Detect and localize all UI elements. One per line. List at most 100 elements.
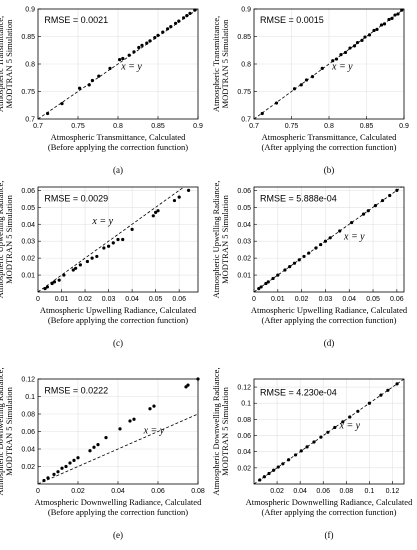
data-point <box>338 229 342 233</box>
data-point <box>260 111 264 116</box>
data-point <box>137 45 141 50</box>
rmse-label: RMSE = 0.0222 <box>44 386 108 396</box>
data-point <box>169 25 173 29</box>
data-point <box>148 407 152 411</box>
x-tick-label: 0.7 <box>249 123 259 130</box>
x-axis-label: Atmospheric Upwelling Radiance, Calculat… <box>40 305 197 315</box>
data-point <box>104 436 108 440</box>
data-point <box>341 420 345 424</box>
data-point <box>348 415 352 419</box>
x-tick-label: 0.06 <box>390 296 404 303</box>
data-point <box>352 44 357 48</box>
data-point <box>186 188 191 192</box>
data-point <box>366 209 370 213</box>
data-point <box>361 212 366 216</box>
reference-line-label: x = y <box>91 216 113 227</box>
data-point <box>379 23 384 27</box>
data-point <box>121 56 125 61</box>
x-tick-label: 0 <box>36 296 40 303</box>
data-point <box>111 241 115 245</box>
y-tick-label: 0.04 <box>21 222 35 229</box>
y-tick-label: 0.08 <box>21 412 35 419</box>
data-point <box>363 35 367 39</box>
y-tick-label: 0.12 <box>237 385 251 392</box>
data-point <box>161 30 165 34</box>
data-point <box>50 281 54 286</box>
data-point <box>307 251 311 255</box>
y-tick-label: 0.03 <box>237 239 251 246</box>
y-tick-label: 0.85 <box>21 34 35 41</box>
x-tick-label: 0 <box>252 296 256 303</box>
y-tick-label: 0.02 <box>237 465 251 472</box>
y-tick-label: 0.02 <box>21 464 35 471</box>
data-point <box>57 278 61 282</box>
data-point <box>42 478 46 483</box>
data-point <box>272 468 276 472</box>
x-tick-label: 0 <box>36 488 40 495</box>
y-tick-label: 0.8 <box>241 62 251 69</box>
x-tick-label: 0.03 <box>102 296 116 303</box>
y-axis-label: Atmospheric Transmittance, <box>211 16 221 112</box>
data-point <box>174 21 178 25</box>
x-tick-label: 0.08 <box>191 488 205 495</box>
data-point <box>45 285 50 289</box>
y-axis-label: Atmospheric Downwelling Radiance, <box>211 367 221 495</box>
data-point <box>288 264 292 269</box>
x-tick-label: 0.7 <box>33 123 43 130</box>
data-point <box>326 430 330 434</box>
x-tick-label: 0.04 <box>125 296 139 303</box>
data-point <box>348 46 352 50</box>
data-point <box>387 17 391 22</box>
data-point <box>145 41 149 45</box>
chart-panel-d: 0 0.01 0.02 0.03 0.04 0.05 0.06 0.01 0.02 0.03 0.0… <box>211 181 408 348</box>
data-point <box>156 209 160 213</box>
rmse-label: RMSE = 0.0029 <box>44 194 108 204</box>
data-point <box>71 268 75 272</box>
data-point <box>266 280 270 284</box>
y-axis-sublabel: MODTRAN 5 Simulation <box>220 19 230 109</box>
data-point <box>97 74 101 78</box>
x-axis-label: Atmospheric Downwelling Radiance, Calcul… <box>246 497 413 507</box>
data-point <box>356 409 360 413</box>
data-point <box>132 50 136 54</box>
data-point <box>312 440 316 444</box>
y-axis-sublabel: MODTRAN 5 Simulation <box>220 194 230 284</box>
data-point <box>319 435 323 439</box>
y-tick-label: 0.7 <box>25 117 35 124</box>
x-axis-sublabel: (After applying the correction function) <box>261 315 396 325</box>
x-tick-label: 0.85 <box>360 123 374 130</box>
data-point <box>395 382 399 386</box>
data-point <box>78 86 82 90</box>
data-point <box>264 281 268 286</box>
x-axis-sublabel: (Before applying the correction function… <box>48 315 188 325</box>
x-axis-label: Atmospheric Downwelling Radiance, Calcul… <box>35 497 202 507</box>
y-axis-label: Atmospheric Upwelling Radiance, <box>0 181 5 299</box>
x-tick-label: 0.06 <box>172 296 186 303</box>
data-point <box>156 33 160 38</box>
data-point <box>43 287 47 291</box>
data-point <box>292 261 297 265</box>
data-point <box>148 39 152 43</box>
x-tick-label: 0.02 <box>71 488 85 495</box>
panel-label: (e) <box>113 530 123 540</box>
data-point <box>106 244 111 248</box>
data-point <box>151 214 155 218</box>
x-tick-label: 0.06 <box>151 488 165 495</box>
data-point <box>276 273 280 277</box>
chart-panel-b: 0.7 0.75 0.8 0.85 0.9 0.7 0.75 0.8 0.85 0.9 RMSE =… <box>211 7 409 176</box>
data-point <box>188 11 192 15</box>
y-axis-sublabel: MODTRAN 5 Simulation <box>4 386 14 476</box>
data-point <box>185 14 189 18</box>
x-tick-label: 0.02 <box>270 488 284 495</box>
data-point <box>293 453 298 457</box>
x-axis-label: Atmospheric Upwelling Radiance, Calculat… <box>251 305 408 315</box>
x-tick-label: 0.04 <box>342 296 356 303</box>
y-tick-label: 0.12 <box>21 377 35 384</box>
y-axis-label: Atmospheric Upwelling Radiance, <box>211 181 221 299</box>
data-point <box>386 388 390 392</box>
chart-panel-c: 0 0.01 0.02 0.03 0.04 0.05 0.06 0.01 0.02 0.03 0.0… <box>0 181 199 348</box>
y-tick-label: 0.85 <box>237 34 251 41</box>
y-tick-label: 0.1 <box>241 401 251 408</box>
reference-line <box>37 413 199 485</box>
